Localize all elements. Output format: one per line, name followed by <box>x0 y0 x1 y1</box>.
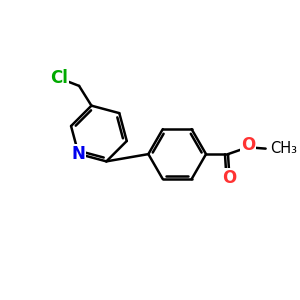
Text: O: O <box>222 169 236 187</box>
Text: Cl: Cl <box>50 69 68 87</box>
Text: CH₃: CH₃ <box>270 141 297 156</box>
Text: O: O <box>241 136 255 154</box>
Text: N: N <box>72 145 86 163</box>
